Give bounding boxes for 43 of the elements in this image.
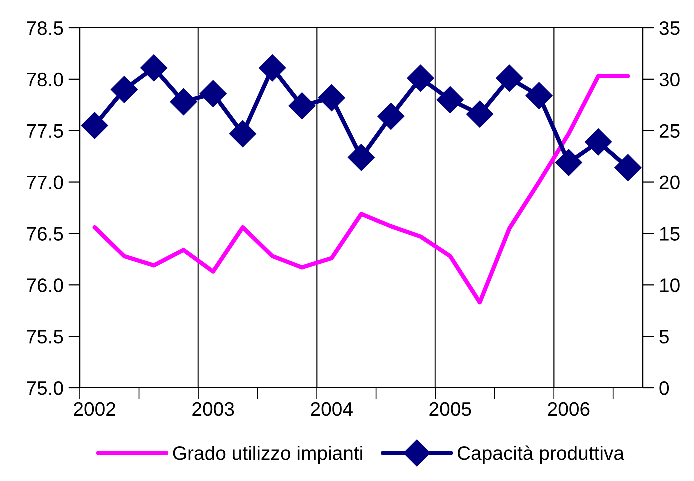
x-tick-label: 2002 bbox=[74, 402, 116, 416]
y-tick-label: 76.5 bbox=[27, 227, 64, 241]
point bbox=[378, 102, 405, 130]
y-tick-label: 77.5 bbox=[27, 124, 64, 138]
point bbox=[200, 80, 227, 108]
y-tick-label: 75.0 bbox=[27, 381, 64, 396]
y2-tick-label: 15 bbox=[660, 227, 680, 241]
y2-tick-label: 10 bbox=[660, 278, 680, 292]
line-series bbox=[92, 74, 630, 305]
point bbox=[140, 54, 168, 82]
point bbox=[230, 120, 256, 148]
point bbox=[170, 88, 198, 116]
point bbox=[110, 76, 138, 104]
y2-tick-label: 0 bbox=[660, 381, 670, 396]
y2-tick-label: 5 bbox=[660, 330, 669, 344]
point bbox=[259, 54, 286, 82]
y2-tick-label: 20 bbox=[660, 176, 680, 190]
y-tick-label: 76.0 bbox=[27, 278, 64, 292]
y2-tick-label: 35 bbox=[660, 21, 680, 36]
point bbox=[466, 100, 494, 128]
x-tick-label: 2006 bbox=[548, 402, 590, 416]
y-tick-label: 78.0 bbox=[27, 72, 64, 87]
point bbox=[288, 92, 316, 120]
x-tick-label: 2004 bbox=[311, 402, 353, 416]
point bbox=[555, 149, 582, 176]
y2-tick-label: 30 bbox=[660, 72, 680, 87]
point bbox=[81, 112, 108, 140]
point bbox=[614, 154, 642, 182]
y-tick-label: 78.5 bbox=[27, 21, 64, 36]
point bbox=[496, 64, 524, 92]
x-tick-label: 2005 bbox=[430, 402, 472, 416]
point bbox=[436, 86, 464, 114]
point bbox=[526, 82, 553, 110]
legend-label: Grado utilizzo impianti bbox=[173, 446, 362, 464]
point bbox=[407, 64, 434, 92]
y-tick-label: 77.0 bbox=[27, 176, 64, 190]
y-tick-label: 75.5 bbox=[27, 330, 64, 344]
point bbox=[348, 144, 375, 172]
y2-tick-label: 25 bbox=[660, 124, 680, 138]
x-tick-label: 2003 bbox=[192, 402, 234, 416]
point bbox=[585, 128, 612, 156]
legend-label: Capacità produttiva bbox=[458, 446, 625, 464]
point bbox=[318, 84, 346, 112]
